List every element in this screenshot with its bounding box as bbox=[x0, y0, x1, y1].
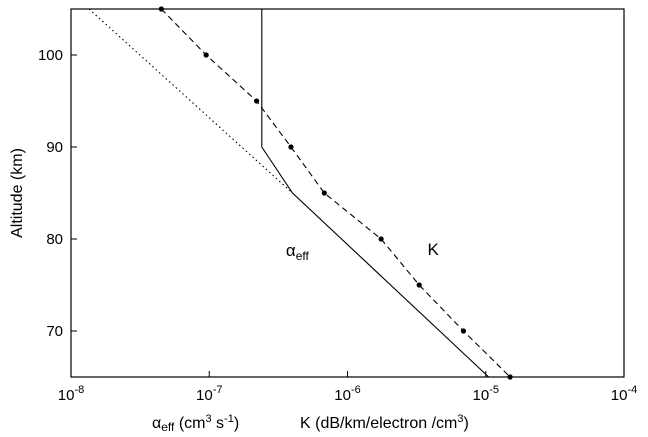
k-data-point bbox=[288, 144, 294, 150]
x-ticks: 10-8 10-7 10-6 10-5 10-4 bbox=[58, 371, 637, 404]
x-axis-label-k: K (dB/km/electron /cm3) bbox=[300, 413, 469, 432]
x-axis-label-alpha: αeff (cm3 s-1) bbox=[152, 413, 239, 434]
series-layer bbox=[88, 6, 513, 380]
alpha-eff-annotation: αeff bbox=[286, 241, 310, 263]
x-tick-label: 10-4 bbox=[611, 384, 637, 404]
y-tick-label: 80 bbox=[46, 231, 63, 248]
x-tick-label: 10-6 bbox=[334, 384, 360, 404]
k-data-point bbox=[416, 282, 422, 288]
series-K bbox=[160, 8, 511, 378]
y-tick-label: 90 bbox=[46, 139, 63, 156]
k-data-point bbox=[203, 52, 209, 58]
series-alpha_extrapolation bbox=[88, 8, 293, 194]
series-alpha_eff bbox=[261, 9, 490, 378]
x-tick-label: 10-8 bbox=[58, 384, 84, 404]
x-tick-label: 10-7 bbox=[196, 384, 222, 404]
x-tick-label: 10-5 bbox=[473, 384, 499, 404]
k-data-point bbox=[253, 98, 260, 104]
y-axis-label: Altitude (km) bbox=[9, 148, 26, 238]
k-data-point bbox=[507, 374, 513, 380]
plot-frame bbox=[70, 8, 625, 378]
y-ticks: 70 80 90 100 bbox=[38, 47, 77, 340]
y-tick-label: 70 bbox=[46, 323, 63, 340]
k-data-point bbox=[378, 236, 384, 242]
k-data-point bbox=[321, 190, 327, 196]
y-tick-label: 100 bbox=[38, 47, 63, 64]
k-data-point bbox=[158, 6, 164, 12]
k-annotation: K bbox=[428, 240, 440, 259]
k-data-point bbox=[460, 328, 467, 334]
